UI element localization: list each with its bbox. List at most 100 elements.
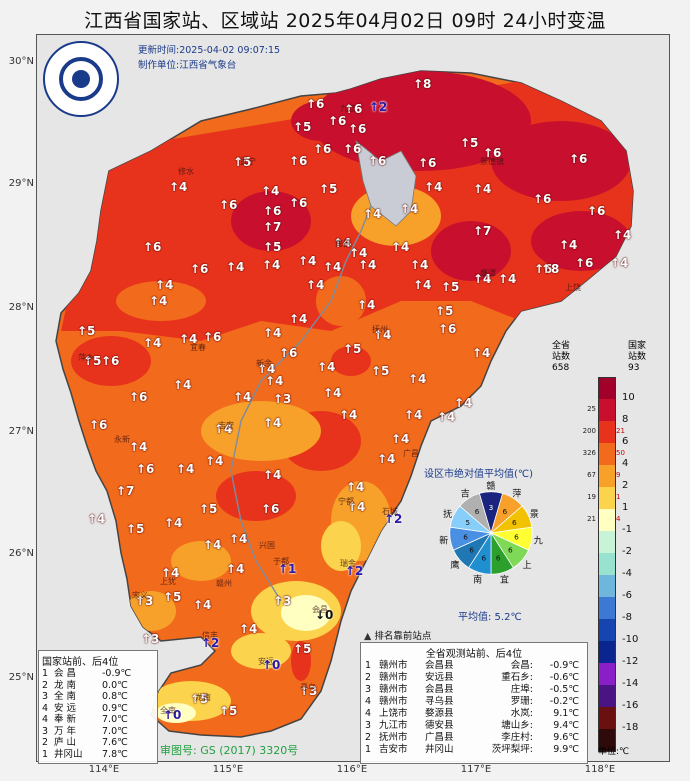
lon-label-114: 114°E <box>88 764 120 775</box>
logo-icon <box>43 41 119 117</box>
station-value: ↑6 <box>344 102 363 116</box>
station-value: ↑4 <box>289 312 308 326</box>
station-value: ↑4 <box>317 360 336 374</box>
province-rank-cell: 赣州市 <box>379 660 408 671</box>
lon-label-118: 118°E <box>584 764 616 775</box>
colorbar-label: -10 <box>622 634 639 645</box>
colorbar-label: -18 <box>622 722 639 733</box>
station-value: ↑4 <box>179 332 198 346</box>
city-label: 抚州 <box>372 325 388 334</box>
station-value: ↑4 <box>323 386 342 400</box>
national-rank-cell: 7.0℃ <box>102 714 128 725</box>
city-label: 永新 <box>114 435 130 444</box>
station-value: ↑4 <box>257 362 276 376</box>
national-rank-row: 1 会 昌 -0.9℃ <box>42 668 154 680</box>
colorbar-swatch <box>598 377 616 400</box>
station-value: ↑2 <box>201 636 220 650</box>
lat-label-27: 27°N <box>8 426 34 437</box>
national-rank-cell: 3 <box>42 691 49 702</box>
station-value: ↑5 <box>219 704 238 718</box>
province-rank-cell: 4 <box>365 708 372 719</box>
station-value: ↑6 <box>129 390 148 404</box>
marker-note-text: 排名靠前站点 <box>374 631 432 642</box>
station-value: ↑7 <box>263 220 282 234</box>
station-value: ↑4 <box>263 326 282 340</box>
temperature-map <box>55 70 634 738</box>
station-value: ↑5 <box>319 182 338 196</box>
colorbar-label: -8 <box>622 612 632 623</box>
colorbar-swatch <box>598 685 616 707</box>
national-rank-row: 3 万 年 7.0℃ <box>42 726 154 738</box>
province-rank-cell: 安远县 <box>425 672 454 683</box>
pie-title: 设区市绝对值平均值(℃) <box>424 469 534 480</box>
station-value: ↑4 <box>298 254 317 268</box>
city-label: 修水 <box>178 167 194 176</box>
station-value: ↑5 <box>293 642 312 656</box>
province-rank-cell: 赣州市 <box>379 684 408 695</box>
national-rank-cell: 奉 新 <box>54 714 77 725</box>
province-rank-cell: 广昌县 <box>425 732 454 743</box>
colorbar-count-province: 200 <box>582 427 596 435</box>
national-rank-rows: 1 会 昌 -0.9℃ 2 龙 南 0.0℃ 3 全 南 0.8℃ 4 安 远 0.9℃ 4 奉 新 7.0… <box>42 668 154 760</box>
station-value: ↑5 <box>77 324 96 338</box>
station-value: ↑6 <box>587 204 606 218</box>
city-label: 九江 <box>340 104 356 113</box>
station-value: ↑0 <box>262 658 281 672</box>
province-rank-cell: 庄埠: <box>510 684 533 695</box>
station-value: ↑4 <box>347 500 366 514</box>
national-rank-row: 3 全 南 0.8℃ <box>42 691 154 703</box>
province-rank-cell: -0.6℃ <box>549 672 579 683</box>
station-value: ↑4 <box>193 598 212 612</box>
province-rank-cell: -0.5℃ <box>549 684 579 695</box>
city-label: 广昌 <box>403 449 419 458</box>
station-value: ↑4 <box>613 228 632 242</box>
national-rank-cell: -0.9℃ <box>102 668 132 679</box>
national-rank-cell: 龙 南 <box>54 679 77 691</box>
station-value: ↑4 <box>262 258 281 272</box>
national-rank-cell: 1 <box>42 748 49 760</box>
station-value: ↑4 <box>87 512 106 526</box>
colorbar-count-national: 50 <box>616 449 625 457</box>
station-value: ↑6 <box>418 156 437 170</box>
pie-slice-value: 6 <box>463 532 468 541</box>
province-rank-cell: 会昌县 <box>425 684 454 695</box>
province-rank-cell: 1 <box>365 744 372 755</box>
station-value: ↓0 <box>315 608 334 622</box>
national-rank-cell: 4 <box>42 714 49 725</box>
city-label: 宜春 <box>190 343 206 352</box>
pie-slice-value: 6 <box>512 518 517 527</box>
station-value: ↑4 <box>169 180 188 194</box>
station-value: ↑6 <box>328 114 347 128</box>
city-label: 宋义 <box>132 591 148 600</box>
national-rank-cell: 2 <box>42 679 49 691</box>
national-rank-cell: 0.8℃ <box>102 691 128 702</box>
station-value: ↑7 <box>473 224 492 238</box>
province-rank-cell: 德安县 <box>425 720 454 731</box>
province-rank-cell: 1 <box>365 660 372 671</box>
national-rank-title: 国家站前、后4位 <box>42 657 119 668</box>
province-rank-cell: 抚州市 <box>379 732 408 743</box>
national-rank-cell: 井冈山 <box>54 748 83 760</box>
city-label: 宁都 <box>338 497 354 506</box>
lon-label-116: 116°E <box>336 764 368 775</box>
station-value: ↑4 <box>339 408 358 422</box>
station-value: ↑6 <box>101 354 120 368</box>
city-label: 龙南 <box>195 693 211 702</box>
province-rank-table: 全省观测站前、后4位 1 赣州市 会昌县 会昌: -0.9℃ 2 赣州市 安远县 重石乡: -0.… <box>360 642 588 764</box>
update-time: 更新时间:2025-04-02 09:07:15 <box>138 45 281 56</box>
station-value: ↑6 <box>219 198 238 212</box>
province-rank-cell: 重石乡: <box>501 672 533 683</box>
station-value: ↑4 <box>149 294 168 308</box>
station-value: ↑6 <box>261 502 280 516</box>
province-rank-cell: 吉安市 <box>379 744 408 755</box>
station-value: ↑4 <box>176 462 195 476</box>
national-rank-row: 4 奉 新 7.0℃ <box>42 714 154 726</box>
station-value: ↑5 <box>343 342 362 356</box>
national-rank-cell: 3 <box>42 725 49 737</box>
colorbar-header-province-line2: 站数 <box>552 352 571 362</box>
station-value: ↑2 <box>369 100 388 114</box>
province-rank-cell: 赣州市 <box>379 672 408 683</box>
colorbar-swatch <box>598 465 616 487</box>
pie-slice-value: 6 <box>503 507 508 516</box>
